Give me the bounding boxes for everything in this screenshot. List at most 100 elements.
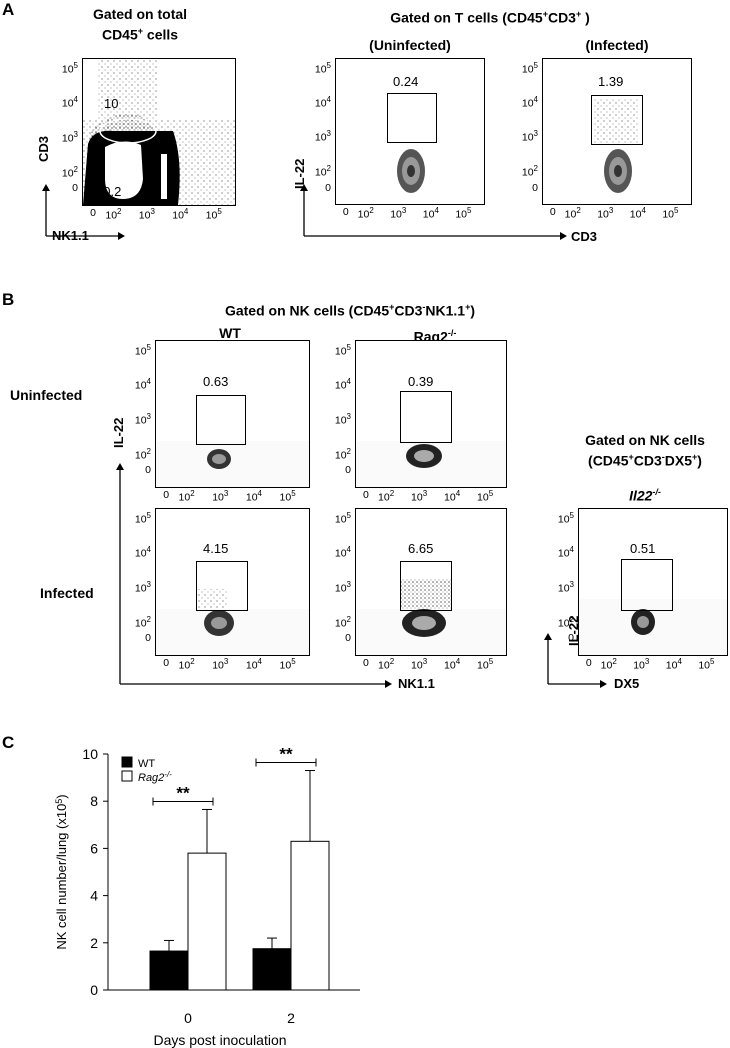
header-il22-ko: Il22-/- (629, 487, 661, 504)
xlabel-total: NK1.1 (52, 228, 89, 243)
x-tick-label: 102 (600, 657, 617, 672)
y-tick-label: 105 (521, 61, 538, 76)
y-tick-label: 102 (61, 164, 78, 180)
panel-a-axes (42, 184, 567, 240)
x-tick-label: 105 (698, 657, 715, 672)
flow-plot-t-infected (542, 58, 692, 205)
x-tick-label: 104 (422, 206, 439, 221)
xlabel-nk: NK1.1 (398, 676, 435, 691)
x-tick-label: 0 (549, 206, 556, 218)
y-tick-label: 102 (521, 164, 538, 179)
x-tick-label: 103 (138, 207, 155, 222)
y-tick-label: 103 (557, 579, 574, 595)
y-tick-label: 104 (334, 544, 351, 560)
xlabel-t: CD3 (571, 229, 598, 244)
panel-a-letter: A (2, 0, 15, 19)
gate-pct-t-infected: 1.39 (598, 74, 624, 89)
x-tick-label: 103 (597, 206, 614, 221)
gate-box-wt-infected (196, 561, 248, 611)
y-tick-label: 0 (145, 464, 151, 477)
gate-pct-il22-ko: 0.51 (630, 541, 656, 556)
flow-plot-t-uninfected (335, 58, 485, 205)
legend-swatch-wt (121, 756, 133, 768)
y-tick-label: 6 (90, 840, 98, 856)
x-tick-label: 104 (665, 657, 682, 672)
x-tick-label: 102 (178, 657, 195, 672)
x-tick-label: 0 (585, 657, 592, 669)
x-tick-label: 104 (444, 489, 461, 504)
x-tick-label: 103 (633, 657, 650, 672)
header-nk-cells: Gated on NK cells (CD45+CD3-NK1.1+) (224, 302, 476, 319)
y-tick-label: 0 (532, 181, 538, 194)
significance-label: ** (176, 783, 190, 802)
ylabel-il22-b: IL-22 (111, 417, 126, 448)
flow-plot-wt-uninfected (155, 340, 310, 488)
y-tick-label: 102 (334, 446, 351, 462)
x-tick-label: 102 (378, 489, 395, 504)
y-tick-label: 0 (72, 182, 78, 195)
y-tick-label: 104 (134, 376, 151, 392)
x-tick-label: 102 (357, 206, 374, 221)
panel-b-axes (116, 463, 607, 688)
y-tick-label: 104 (314, 94, 331, 110)
flow-plot-il22-ko (578, 508, 728, 656)
flow-density-wt-uninfected (156, 441, 309, 487)
x-tick-label: 102 (105, 207, 122, 222)
bar-rag2-day0 (187, 852, 227, 991)
y-tick-label: 0 (325, 181, 331, 194)
x-tick-label: 102 (378, 657, 395, 672)
y-tick-label: 103 (134, 579, 151, 595)
x-tick-label: 103 (411, 489, 428, 504)
panel-b-letter: B (2, 290, 15, 309)
x-tick-label: 105 (279, 657, 296, 672)
header-t-cells: Gated on T cells (CD45+CD3+ ) (390, 9, 590, 26)
x-tick-label: 105 (477, 489, 494, 504)
y-tick-label: 10 (82, 746, 98, 762)
y-tick-label: 105 (61, 61, 78, 76)
y-tick-label: 0 (568, 632, 574, 645)
flow-density-wt-infected (156, 589, 309, 655)
y-tick-label: 8 (90, 793, 98, 809)
legend-swatch-rag2 (121, 770, 133, 782)
gate-pct-wt-infected: 4.15 (203, 541, 229, 556)
y-tick-label: 104 (557, 544, 574, 560)
header-dx5-line2: (CD45+CD3-DX5+) (588, 452, 702, 469)
y-tick-label: 102 (334, 614, 351, 630)
header-total-cd45: Gated on total CD45+ cells (70, 6, 210, 44)
significance-label: ** (279, 745, 293, 764)
x-tick-label: 104 (172, 207, 189, 222)
gate-box-t-uninfected (387, 93, 437, 143)
panel-c-letter: C (2, 733, 15, 752)
y-tick-label: 0 (345, 464, 351, 477)
x-tick-label: 104 (629, 206, 646, 221)
x-tick-label: 0 (184, 1010, 192, 1026)
x-axis-label: Days post inoculation (153, 1032, 286, 1048)
y-tick-label: 102 (134, 446, 151, 462)
x-tick-label: 104 (245, 657, 262, 672)
x-tick-label: 103 (212, 489, 229, 504)
flow-plot-rag-uninfected (355, 340, 507, 488)
y-tick-label: 2 (90, 935, 98, 951)
header-dx5-line1: Gated on NK cells (585, 432, 705, 448)
gate-pct-total-cd3: 10 (104, 96, 119, 111)
y-tick-label: 103 (61, 129, 78, 145)
y-tick-label: 102 (134, 614, 151, 630)
y-tick-label: 103 (334, 411, 351, 427)
gate-box-rag-uninfected (400, 391, 452, 443)
y-tick-label: 104 (521, 94, 538, 110)
header-infected: (Infected) (585, 37, 649, 53)
header-total-line1: Gated on total (92, 6, 188, 22)
flow-density-rag-uninfected (356, 441, 506, 487)
x-tick-label: 0 (163, 657, 170, 669)
y-tick-label: 102 (557, 614, 574, 630)
y-tick-label: 105 (314, 61, 331, 76)
y-tick-label: 103 (334, 579, 351, 595)
y-axis-label: NK cell number/lung (x105) (54, 794, 69, 949)
x-tick-label: 103 (212, 657, 229, 672)
flow-density-rag-infected (356, 579, 506, 655)
y-tick-label: 104 (61, 94, 78, 110)
flow-density-il22-ko (579, 599, 727, 655)
x-tick-label: 105 (205, 207, 222, 222)
x-tick-label: 103 (390, 206, 407, 221)
gate-box-rag-infected (400, 561, 452, 611)
